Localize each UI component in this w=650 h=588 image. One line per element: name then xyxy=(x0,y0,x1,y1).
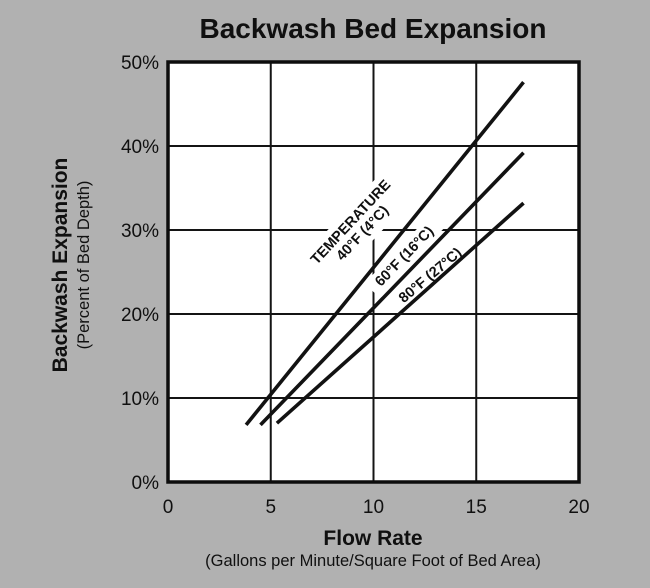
series-label-80f-bg xyxy=(387,237,473,313)
plot-border xyxy=(166,60,581,484)
y-tick-label-3: 30% xyxy=(121,221,159,242)
y-axis-title: Backwash Expansion xyxy=(49,158,72,373)
x-tick-label-2: 10 xyxy=(363,497,384,518)
series-label-60f-bg xyxy=(364,215,444,297)
tick-labels: 0 5 10 15 20 0% 10% 20% 30% 40% 50% xyxy=(121,53,590,518)
series-line-0 xyxy=(244,81,525,427)
x-tick-label-1: 5 xyxy=(265,497,276,518)
x-axis-title: Flow Rate xyxy=(323,527,422,550)
y-axis-subtitle: (Percent of Bed Depth) xyxy=(75,181,93,350)
series-lines xyxy=(244,81,525,427)
x-tick-label-0: 0 xyxy=(163,497,174,518)
series-line-2 xyxy=(275,201,525,425)
series-label-40f-bg xyxy=(299,168,415,288)
y-tick-label-2: 20% xyxy=(121,305,159,326)
x-axis-subtitle: (Gallons per Minute/Square Foot of Bed A… xyxy=(205,552,541,570)
y-tick-label-5: 50% xyxy=(121,53,159,74)
x-tick-label-4: 20 xyxy=(568,497,589,518)
y-tick-label-4: 40% xyxy=(121,137,159,158)
series-line-1 xyxy=(259,151,525,427)
chart-title: Backwash Bed Expansion xyxy=(199,13,546,44)
x-tick-label-3: 15 xyxy=(466,497,487,518)
y-tick-label-1: 10% xyxy=(121,389,159,410)
y-tick-label-0: 0% xyxy=(132,473,160,494)
